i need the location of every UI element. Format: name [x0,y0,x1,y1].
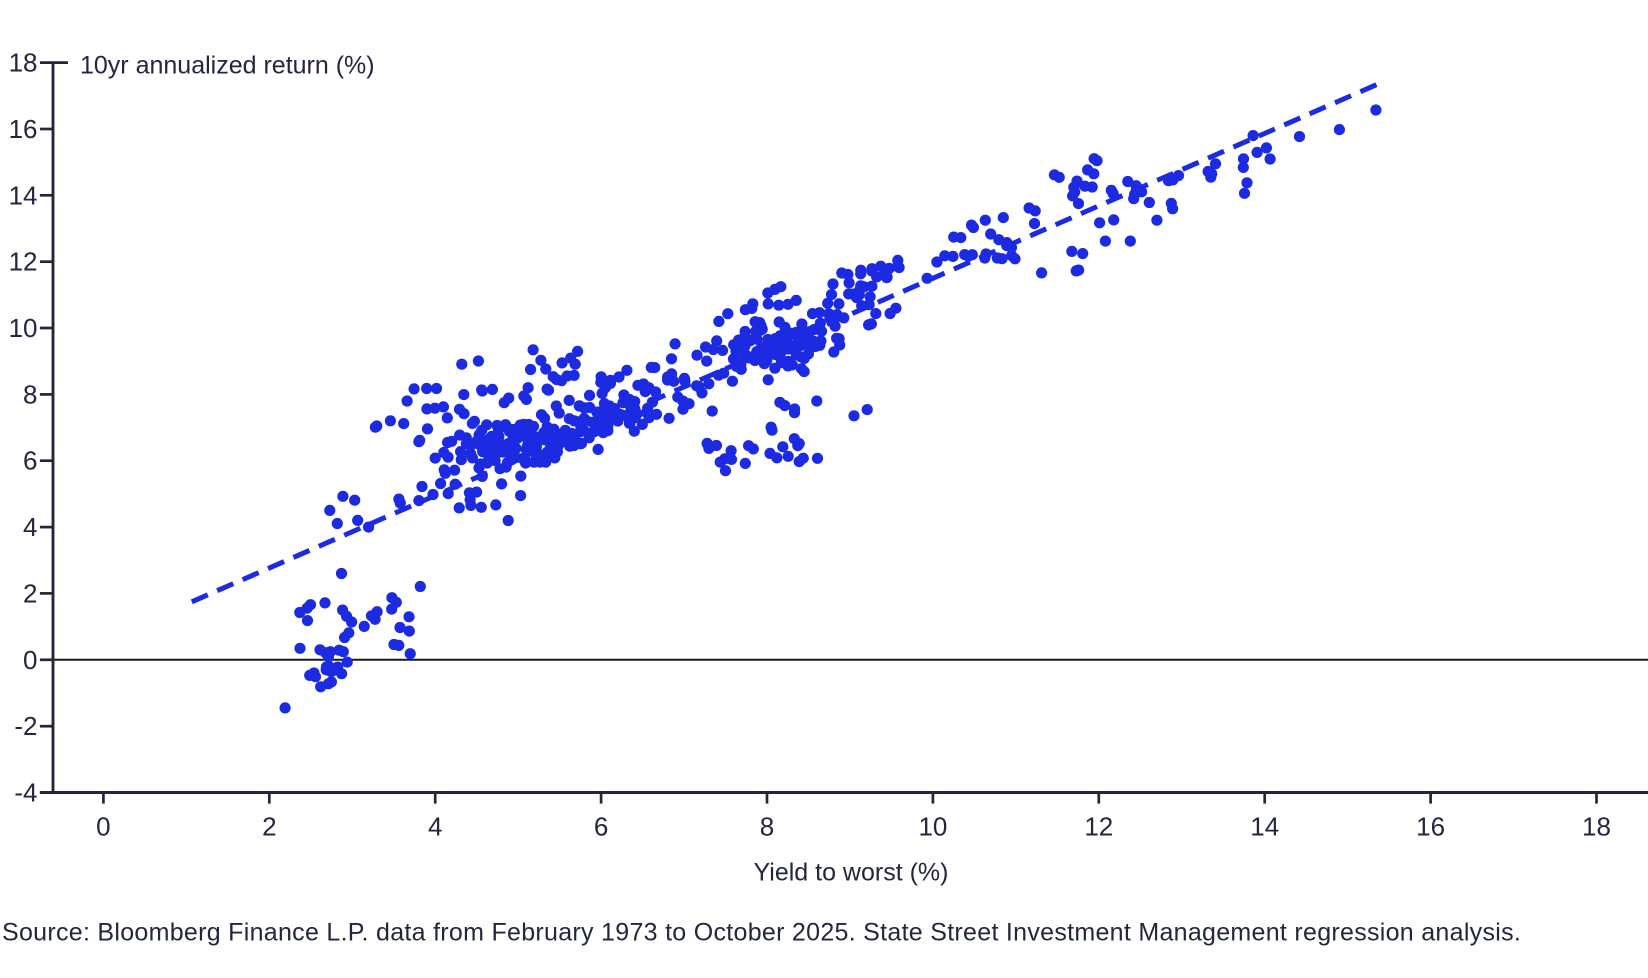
svg-text:2: 2 [262,812,276,842]
svg-text:-2: -2 [14,711,37,741]
svg-text:18: 18 [9,48,38,78]
svg-text:8: 8 [760,812,774,842]
svg-text:10yr annualized return (%): 10yr annualized return (%) [80,52,375,80]
svg-text:6: 6 [23,446,37,476]
svg-text:-4: -4 [14,778,37,808]
svg-text:4: 4 [23,512,37,542]
svg-text:0: 0 [96,812,110,842]
svg-text:Source: Bloomberg Finance L.P.: Source: Bloomberg Finance L.P. data from… [2,919,1521,947]
svg-text:6: 6 [594,812,608,842]
svg-text:12: 12 [1084,812,1113,842]
svg-text:0: 0 [23,645,37,675]
svg-text:2: 2 [23,578,37,608]
svg-text:14: 14 [9,180,38,210]
svg-text:10: 10 [918,812,947,842]
svg-text:10: 10 [9,313,38,343]
svg-text:16: 16 [9,114,38,144]
svg-text:14: 14 [1250,812,1279,842]
svg-text:16: 16 [1416,812,1445,842]
svg-text:18: 18 [1582,812,1611,842]
svg-text:8: 8 [23,379,37,409]
svg-text:12: 12 [9,247,38,277]
svg-text:Yield to worst (%): Yield to worst (%) [754,859,949,887]
svg-text:4: 4 [428,812,442,842]
